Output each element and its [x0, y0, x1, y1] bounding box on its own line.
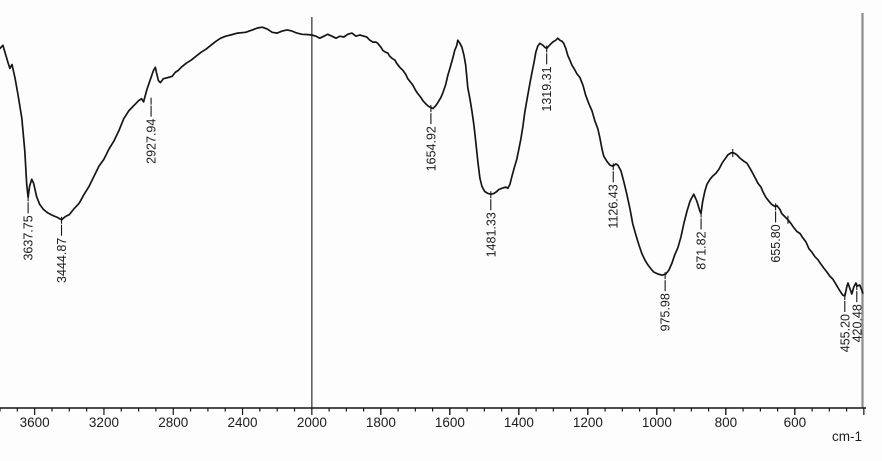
peak-label: 455.20: [838, 314, 852, 352]
peak-label: 1654.92: [424, 126, 438, 171]
x-tick-label: 2400: [228, 415, 258, 430]
x-tick-label: 1400: [504, 415, 534, 430]
x-tick-label: 800: [715, 415, 738, 430]
x-tick-label: 1800: [366, 415, 396, 430]
peak-label: 975.98: [659, 293, 673, 331]
x-tick-label: 3600: [20, 415, 50, 430]
x-tick-label: 600: [784, 415, 807, 430]
peak-label: 1481.33: [484, 212, 498, 257]
spectrum-curve: [0, 26, 864, 297]
peak-label: 1126.43: [607, 184, 621, 228]
x-tick-label: 3200: [89, 415, 119, 430]
x-tick-label: 2000: [297, 415, 327, 430]
peak-label: 420.48: [850, 304, 864, 342]
peak-label: 655.80: [769, 224, 783, 262]
peak-label: 3444.87: [55, 238, 69, 283]
x-tick-label: 2800: [158, 415, 188, 430]
x-tick-label: 1000: [642, 415, 672, 430]
x-axis-unit-label: cm-1: [832, 429, 862, 444]
peak-label: 1319.31: [540, 66, 554, 111]
peak-label: 2927.94: [145, 119, 159, 164]
x-tick-label: 1600: [435, 415, 465, 430]
peak-label: 3637.75: [22, 215, 36, 260]
x-tick-label: 1200: [573, 415, 603, 430]
peak-label: 871.82: [695, 231, 709, 269]
